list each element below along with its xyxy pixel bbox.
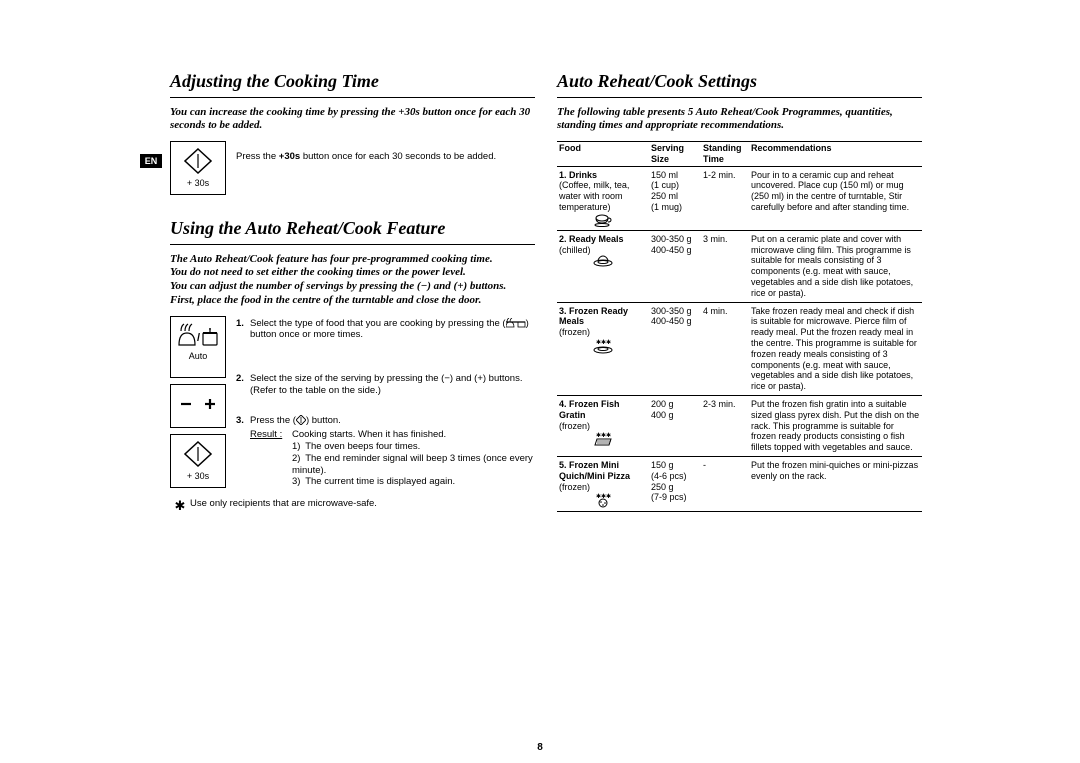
table-row: 1. Drinks(Coffee, milk, tea, water with …: [557, 166, 922, 230]
page-number: 8: [0, 742, 1080, 753]
cell-food-sub: (frozen): [559, 421, 590, 431]
instr-bold: +30s: [279, 151, 300, 162]
icon-plusminus: [170, 384, 226, 428]
cell-time: 3 min.: [701, 230, 749, 302]
section-2-intro: The Auto Reheat/Cook feature has four pr…: [170, 253, 535, 308]
th-size: Serving Size: [649, 142, 701, 167]
section-1-intro: You can increase the cooking time by pre…: [170, 106, 535, 134]
cup-icon: [594, 213, 612, 227]
step-3-num: 3.: [236, 415, 250, 488]
table-row: 3. Frozen Ready Meals(frozen) ✱✱✱ 300-35…: [557, 302, 922, 395]
minus-plus-icon: [177, 395, 219, 413]
th-food: Food: [557, 142, 649, 167]
diamond-icon: [184, 148, 212, 174]
heat-pot-icon: /: [177, 323, 219, 347]
diamond-icon: [184, 441, 212, 467]
cell-food: 4. Frozen Fish Gratin: [559, 399, 620, 420]
cell-size: 300-350 g 400-450 g: [649, 302, 701, 395]
step-2: 2. Select the size of the serving by pre…: [236, 373, 535, 397]
instr-post: button once for each 30 seconds to be ad…: [300, 151, 496, 162]
result-text: Cooking starts. When it has finished. 1)…: [292, 429, 535, 488]
cell-food-sub: (Coffee, milk, tea, water with room temp…: [559, 180, 629, 212]
step-2-text: Select the size of the serving by pressi…: [250, 373, 535, 397]
cell-food-sub: (frozen): [559, 327, 590, 337]
section-1-instruction: Press the +30s button once for each 30 s…: [236, 141, 535, 163]
section-title-1: Adjusting the Cooking Time: [170, 70, 535, 98]
step-3-text: Press the () button. Result : Cooking st…: [250, 415, 535, 488]
icon-auto: / Auto: [170, 316, 226, 378]
icon-auto-label: Auto: [171, 351, 225, 362]
note-text: Use only recipients that are microwave-s…: [190, 498, 535, 514]
cell-rec: Take frozen ready meal and check if dish…: [749, 302, 922, 395]
section-3-intro: The following table presents 5 Auto Rehe…: [557, 106, 922, 134]
cell-time: -: [701, 456, 749, 511]
icon-column: / Auto + 30s: [170, 316, 226, 488]
svg-text:✱✱✱: ✱✱✱: [596, 432, 611, 439]
section-title-3: Auto Reheat/Cook Settings: [557, 70, 922, 98]
icon-30s-1: + 30s: [170, 141, 226, 195]
cell-rec: Put the frozen fish gratin into a suitab…: [749, 395, 922, 456]
frozen-dish-icon: ✱✱✱: [593, 431, 613, 447]
table-row: 5. Frozen Mini Quich/Mini Pizza(frozen) …: [557, 456, 922, 511]
instr-pre: Press the: [236, 151, 279, 162]
step-1: 1. Select the type of food that you are …: [236, 318, 535, 342]
settings-table: Food Serving Size Standing Time Recommen…: [557, 141, 922, 512]
cell-size: 150 ml (1 cup) 250 ml (1 mug): [649, 166, 701, 230]
cell-size: 200 g 400 g: [649, 395, 701, 456]
note-icon: ✱: [170, 498, 190, 514]
icon-30s-2: + 30s: [170, 434, 226, 488]
cell-size: 300-350 g 400-450 g: [649, 230, 701, 302]
cell-rec: Put the frozen mini-quiches or mini-pizz…: [749, 456, 922, 511]
icon-30s-2-label: + 30s: [171, 471, 225, 482]
cell-food: 1. Drinks: [559, 170, 597, 180]
svg-text:✱✱✱: ✱✱✱: [596, 339, 611, 346]
cell-time: 4 min.: [701, 302, 749, 395]
step-3: 3. Press the () button. Result : Cooking…: [236, 415, 535, 488]
cell-rec: Pour in to a ceramic cup and reheat unco…: [749, 166, 922, 230]
step-1-num: 1.: [236, 318, 250, 342]
cell-food: 5. Frozen Mini Quich/Mini Pizza: [559, 460, 630, 481]
section-title-2: Using the Auto Reheat/Cook Feature: [170, 217, 535, 245]
th-time: Standing Time: [701, 142, 749, 167]
page-content: Adjusting the Cooking Time You can incre…: [170, 70, 922, 690]
cell-time: 2-3 min.: [701, 395, 749, 456]
cell-food: 2. Ready Meals: [559, 234, 624, 244]
frozen-plate-icon: ✱✱✱: [593, 338, 613, 354]
icon-30s-1-label: + 30s: [171, 178, 225, 189]
cell-size: 150 g (4-6 pcs) 250 g (7-9 pcs): [649, 456, 701, 511]
svg-text:/: /: [197, 332, 200, 344]
result-label: Result :: [250, 429, 282, 440]
table-row: 4. Frozen Fish Gratin(frozen) ✱✱✱ 200 g …: [557, 395, 922, 456]
cell-food: 3. Frozen Ready Meals: [559, 306, 628, 327]
th-rec: Recommendations: [749, 142, 922, 167]
table-row: 2. Ready Meals(chilled) 300-350 g 400-45…: [557, 230, 922, 302]
language-badge: EN: [140, 154, 162, 168]
step-2-num: 2.: [236, 373, 250, 397]
plate-icon: [593, 255, 613, 267]
cell-time: 1-2 min.: [701, 166, 749, 230]
cell-food-sub: (chilled): [559, 245, 591, 255]
step-1-text: Select the type of food that you are coo…: [250, 318, 535, 342]
cell-rec: Put on a ceramic plate and cover with mi…: [749, 230, 922, 302]
right-column: Auto Reheat/Cook Settings The following …: [557, 70, 922, 690]
steps: 1. Select the type of food that you are …: [236, 318, 535, 489]
left-column: Adjusting the Cooking Time You can incre…: [170, 70, 535, 690]
note: ✱ Use only recipients that are microwave…: [170, 498, 535, 514]
cell-food-sub: (frozen): [559, 482, 590, 492]
frozen-pizza-icon: ✱✱✱: [593, 492, 613, 508]
